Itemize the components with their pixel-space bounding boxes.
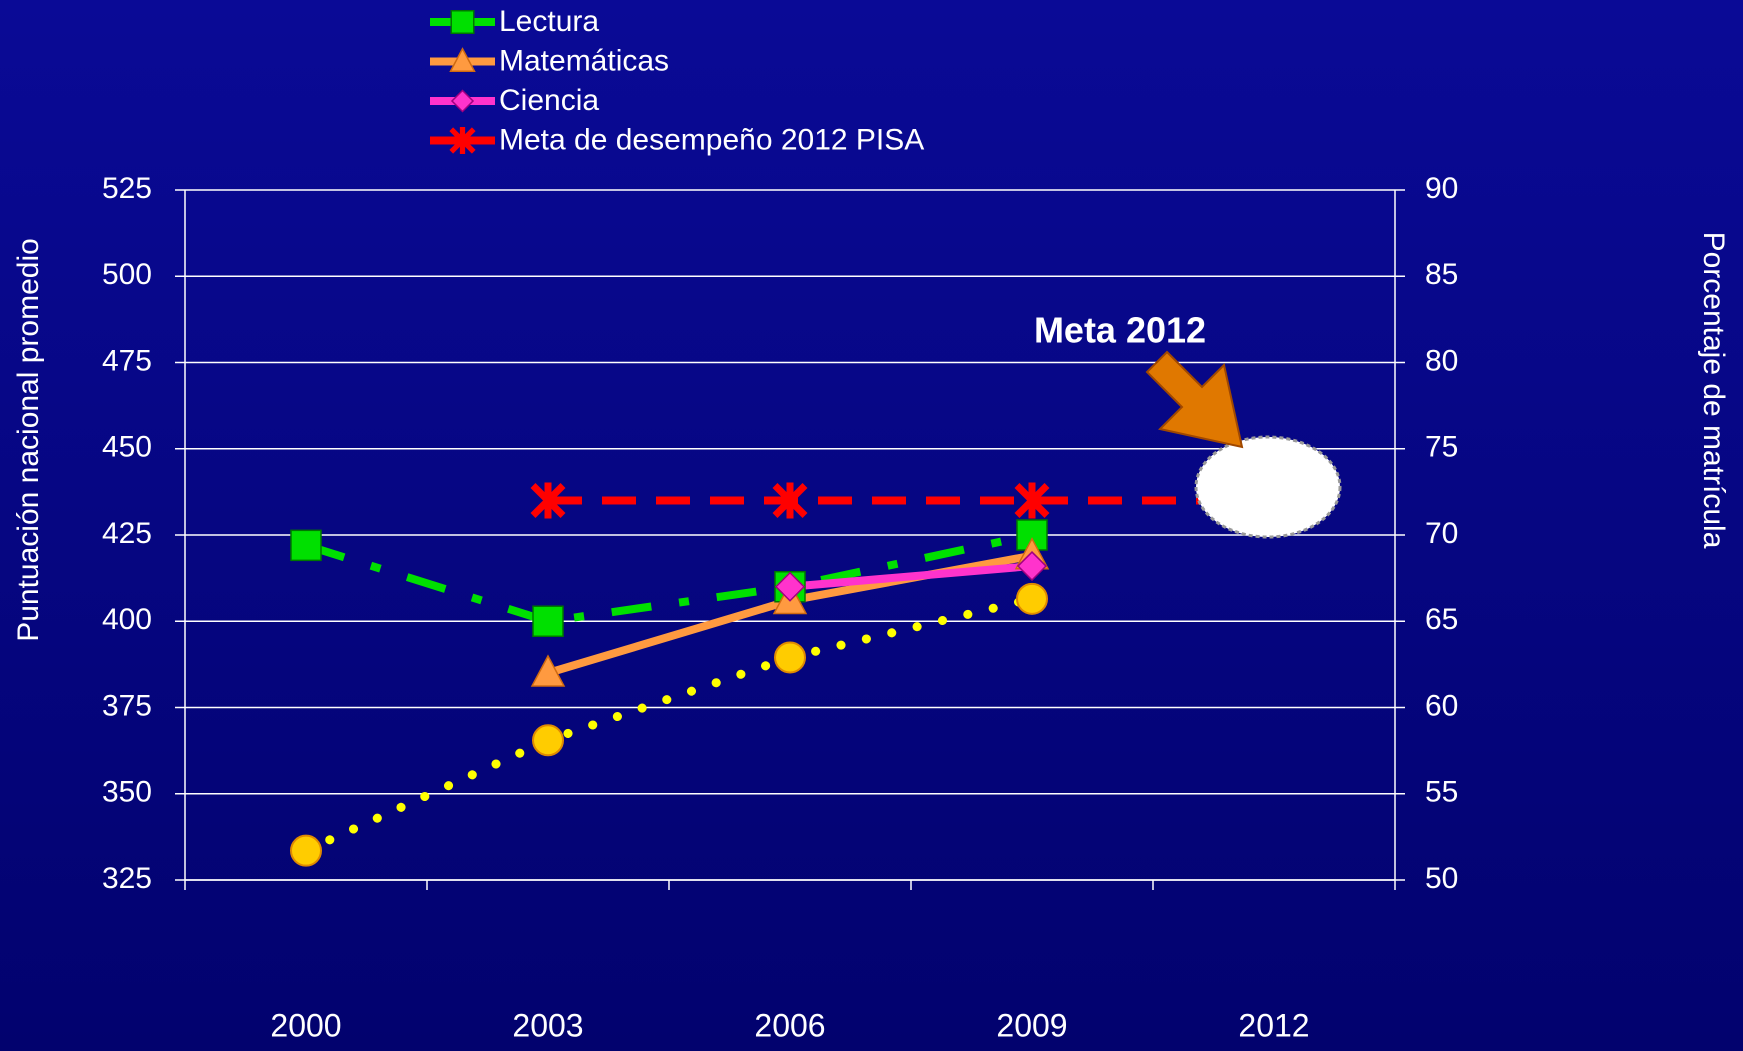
x-tick-label: 2006 <box>754 1007 825 1043</box>
marker-asterisk <box>449 127 476 154</box>
marker-triangle <box>530 654 566 687</box>
y-tick-label: 350 <box>102 776 152 809</box>
marker-diamond <box>1016 550 1048 582</box>
annotation: Meta 2012 <box>1034 310 1206 351</box>
y2-tick-label: 90 <box>1425 172 1458 205</box>
marker-square <box>290 529 322 562</box>
marker-circle <box>532 724 564 757</box>
legend-label: Meta de desempeño 2012 PISA <box>499 123 924 156</box>
series-line <box>301 594 1037 856</box>
y-tick-label: 525 <box>102 172 152 205</box>
legend-entry: Meta de desempeño 2012 PISA <box>430 123 924 156</box>
y2-tick-label: 85 <box>1425 258 1458 291</box>
y2-tick-label: 70 <box>1425 517 1458 550</box>
legend-label: Ciencia <box>499 84 599 117</box>
y2-tick-label: 80 <box>1425 344 1458 377</box>
legend-label: Matemáticas <box>499 44 669 77</box>
y-tick-label: 425 <box>102 517 152 550</box>
x-tick-label: 2000 <box>270 1007 341 1043</box>
marker-triangle <box>449 47 476 72</box>
series-line <box>789 562 1033 591</box>
x-tick-label: 2012 <box>1238 1007 1309 1043</box>
legend-entry: Lectura <box>430 5 599 38</box>
y2-tick-label: 65 <box>1425 603 1458 636</box>
marker-diamond <box>774 571 806 602</box>
goal-ellipse <box>1194 435 1342 539</box>
legend-label: Lectura <box>499 5 599 38</box>
marker-asterisk <box>772 482 808 519</box>
goal-arrow <box>1145 350 1244 449</box>
y-tick-label: 375 <box>102 689 152 722</box>
marker-asterisk <box>1014 482 1050 519</box>
y2-tick-label: 60 <box>1425 689 1458 722</box>
y2-tick-label: 75 <box>1425 431 1458 464</box>
y-tick-label: 450 <box>102 431 152 464</box>
y-tick-label: 475 <box>102 344 152 377</box>
marker-diamond <box>450 89 475 113</box>
y2-tick-label: 50 <box>1425 862 1458 895</box>
marker-circle <box>1016 582 1048 615</box>
marker-square <box>450 10 475 34</box>
y-axis-label: Puntuación nacional promedio <box>12 238 45 642</box>
marker-square <box>532 605 564 637</box>
marker-circle <box>774 641 806 674</box>
legend-entry: Matemáticas <box>430 44 669 77</box>
legend-entry: Ciencia <box>430 84 599 117</box>
series-line <box>304 531 1033 626</box>
x-tick-label: 2003 <box>512 1007 583 1043</box>
marker-circle <box>290 834 322 867</box>
y-tick-label: 325 <box>102 862 152 895</box>
marker-asterisk <box>530 482 566 519</box>
y-tick-label: 400 <box>102 603 152 636</box>
y2-axis-label: Porcentaje de matrícula <box>1697 232 1730 549</box>
x-tick-label: 2009 <box>996 1007 1067 1043</box>
y2-tick-label: 55 <box>1425 776 1458 809</box>
y-tick-label: 500 <box>102 258 152 291</box>
